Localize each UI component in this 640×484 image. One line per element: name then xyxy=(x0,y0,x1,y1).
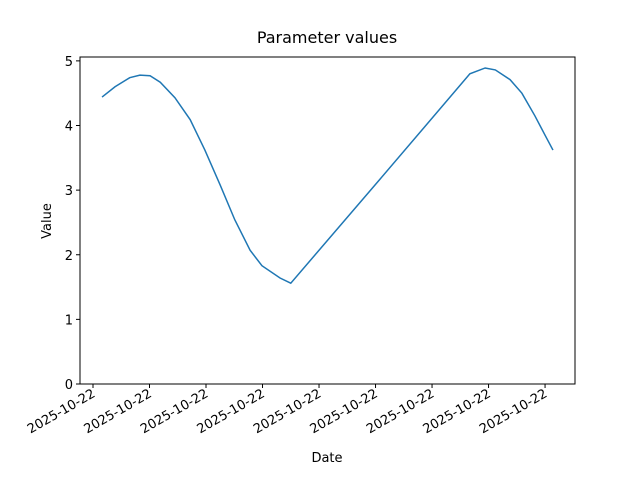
line-series xyxy=(101,67,554,285)
y-axis-label: Value xyxy=(40,203,55,239)
y-tick-label: 2 xyxy=(65,249,73,264)
y-tick-label: 3 xyxy=(65,184,73,199)
y-tick-label: 4 xyxy=(65,120,73,135)
chart-title: Parameter values xyxy=(257,28,397,47)
y-tick-label: 0 xyxy=(65,378,73,393)
plot-frame xyxy=(79,56,576,385)
y-tick-label: 5 xyxy=(65,55,73,70)
x-axis-label: Date xyxy=(311,451,342,466)
y-tick-label: 1 xyxy=(65,313,73,328)
